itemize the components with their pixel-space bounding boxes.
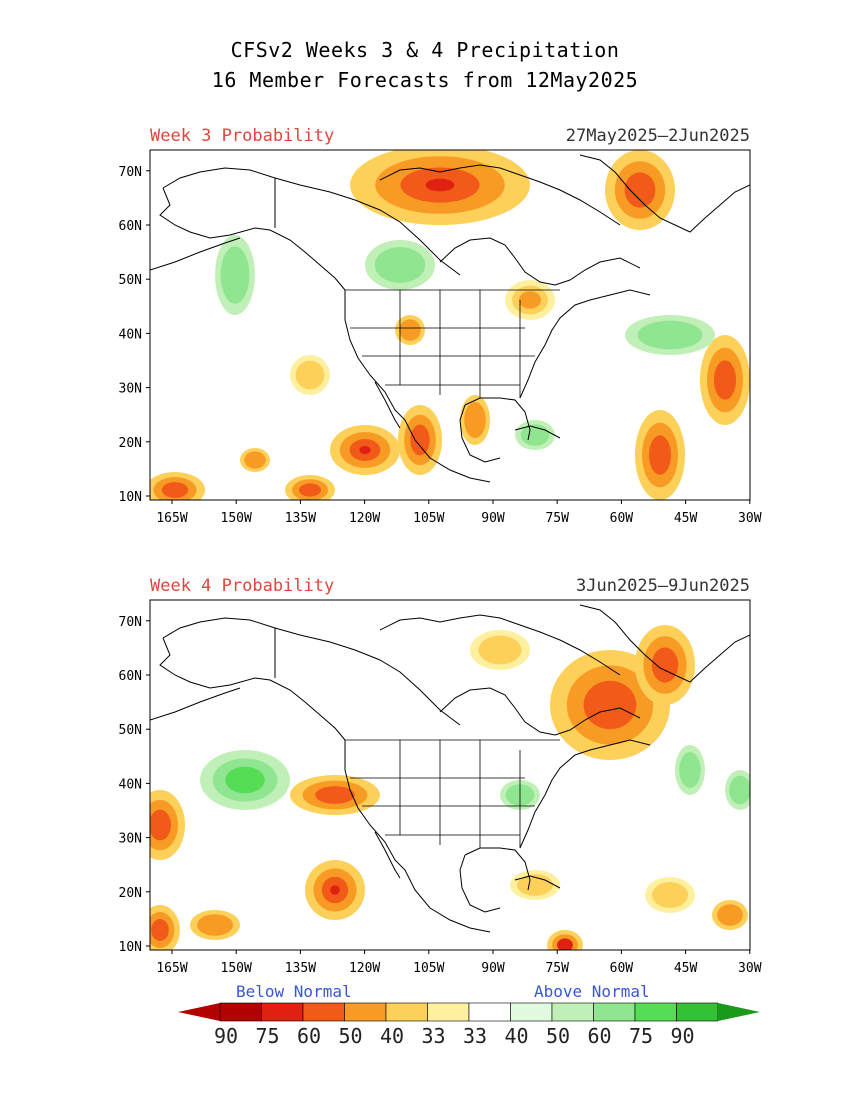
legend-swatch [219,1002,262,1022]
legend-value: 90 [670,1024,694,1048]
legend-swatch [261,1002,304,1022]
legend-value: 33 [421,1024,445,1048]
probability-contour [399,319,421,341]
probability-contour [519,291,541,309]
probability-contour [624,172,656,208]
legend-value: 60 [297,1024,321,1048]
lon-tick-label: 150W [221,511,252,526]
lat-tick-label: 30N [119,832,142,847]
lon-tick-label: 105W [413,511,444,526]
probability-contour [583,680,637,730]
probability-contour [220,246,250,304]
lon-tick-label: 30W [738,961,762,976]
week3-dates: 27May2025—2Jun2025 [565,126,750,146]
legend-swatch [676,1002,719,1022]
legend-value: 75 [255,1024,279,1048]
legend-swatch [468,1002,511,1022]
lon-tick-label: 90W [481,961,505,976]
probability-contour [464,402,486,438]
week4-label: Week 4 Probability [150,576,335,596]
probability-contour [161,482,189,498]
legend-arrow-right [718,1003,760,1021]
lat-tick-label: 20N [119,436,142,451]
legend-value: 50 [546,1024,570,1048]
probability-contour [295,360,325,390]
lon-tick-label: 165W [156,961,187,976]
lat-tick-label: 30N [119,382,142,397]
probability-contour [637,320,703,350]
probability-contour [679,752,701,788]
chart-title-line1: CFSv2 Weeks 3 & 4 Precipitation [230,38,620,62]
week4-dates: 3Jun2025—9Jun2025 [576,576,750,596]
lat-tick-label: 10N [119,490,142,505]
week3-label: Week 3 Probability [150,126,335,146]
lon-tick-label: 75W [545,961,569,976]
legend-swatch [344,1002,387,1022]
legend-swatch [302,1002,345,1022]
lat-tick-label: 20N [119,886,142,901]
lon-tick-label: 45W [674,961,698,976]
lat-tick-label: 60N [119,669,142,684]
above-normal-label: Above Normal [534,982,650,1001]
lon-tick-label: 135W [285,961,316,976]
probability-contour [330,885,340,895]
probability-contour [197,914,233,936]
probability-contour [729,775,750,805]
legend-swatch [510,1002,553,1022]
legend-swatch [634,1002,677,1022]
lat-tick-label: 60N [119,219,142,234]
lat-tick-label: 10N [119,940,142,955]
probability-contour [374,247,426,283]
lon-tick-label: 45W [674,511,698,526]
probability-contour [649,435,671,475]
legend-swatch [427,1002,470,1022]
legend-value: 75 [629,1024,653,1048]
legend-swatch [551,1002,594,1022]
lon-tick-label: 120W [349,511,380,526]
probability-contour [425,178,455,192]
lat-tick-label: 40N [119,327,142,342]
legend-swatch [593,1002,636,1022]
probability-contour [717,904,743,926]
lat-tick-label: 70N [119,615,142,630]
lon-tick-label: 105W [413,961,444,976]
lat-tick-label: 50N [119,723,142,738]
legend-value: 50 [338,1024,362,1048]
lon-tick-label: 135W [285,511,316,526]
lon-tick-label: 120W [349,961,380,976]
probability-contour [151,919,169,941]
probability-contour [478,635,522,665]
legend-value: 40 [504,1024,528,1048]
lon-tick-label: 75W [545,511,569,526]
lon-tick-label: 60W [610,511,634,526]
probability-contour [652,882,688,908]
probability-contour [714,360,736,400]
lon-tick-label: 165W [156,511,187,526]
legend-swatch [385,1002,428,1022]
probability-contour [651,647,679,683]
legend-arrow-left [178,1003,220,1021]
lat-tick-label: 70N [119,165,142,180]
probability-contour [244,451,266,469]
probability-contour [410,424,430,456]
probability-contour [315,786,355,804]
probability-contour [557,938,573,950]
legend-value: 33 [463,1024,487,1048]
probability-contour [359,446,371,454]
legend-value: 40 [380,1024,404,1048]
legend-value: 60 [587,1024,611,1048]
lon-tick-label: 30W [738,511,762,526]
lat-tick-label: 40N [119,777,142,792]
below-normal-label: Below Normal [236,982,352,1001]
lon-tick-label: 60W [610,961,634,976]
lon-tick-label: 150W [221,961,252,976]
lat-tick-label: 50N [119,273,142,288]
probability-contour [150,809,171,841]
legend-value: 90 [214,1024,238,1048]
lon-tick-label: 90W [481,511,505,526]
chart-title-line2: 16 Member Forecasts from 12May2025 [211,68,639,92]
probability-contour [299,483,321,497]
probability-contour [225,766,265,794]
